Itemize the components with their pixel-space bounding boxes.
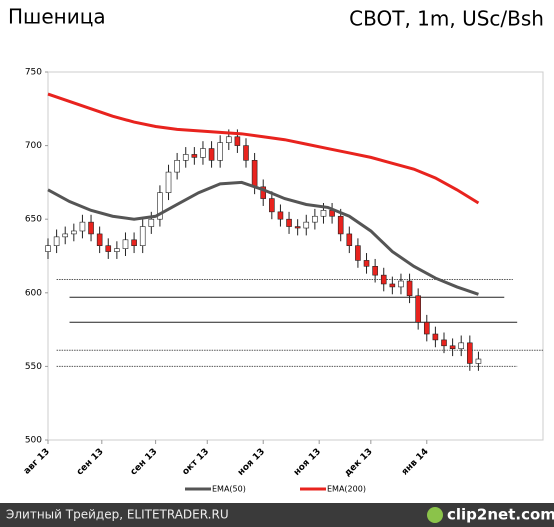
- candle-body: [79, 221, 86, 232]
- footer-logo: clip2net.com: [447, 506, 554, 524]
- y-tick-label: 650: [25, 215, 42, 225]
- candle-body: [88, 221, 94, 235]
- candle-body: [139, 226, 146, 246]
- candle-body: [225, 136, 232, 143]
- candle-body: [475, 358, 482, 364]
- candle-body: [234, 136, 241, 146]
- candle-body: [182, 154, 189, 161]
- candle-body: [243, 145, 249, 161]
- candle-body: [320, 210, 327, 217]
- plot-area: [47, 71, 544, 441]
- ema-line: [47, 92, 480, 205]
- candle-body: [53, 236, 60, 246]
- x-tick-label: сен 13: [75, 447, 106, 478]
- candle-body: [45, 245, 51, 252]
- y-tick-label: 750: [25, 68, 42, 78]
- legend-label: EMA(50): [212, 485, 246, 494]
- footer-source: Элитный Трейдер, ELITETRADER.RU: [6, 508, 229, 522]
- candle-body: [62, 233, 69, 238]
- candle-body: [312, 215, 318, 223]
- candle-body: [346, 233, 353, 246]
- candle-body: [165, 171, 172, 194]
- logo-icon: [427, 507, 443, 523]
- y-tick-label: 500: [25, 436, 42, 446]
- candle-body: [441, 339, 447, 347]
- x-tick-label: дек 13: [343, 447, 375, 479]
- candle-body: [337, 215, 344, 235]
- y-tick-label: 550: [25, 362, 42, 372]
- candle-body: [449, 345, 456, 350]
- candle-body: [200, 148, 206, 158]
- ema-line: [47, 180, 479, 296]
- footer-bar: [0, 503, 554, 527]
- candle-body: [260, 186, 267, 199]
- candle-body: [355, 245, 361, 261]
- candle-body: [96, 233, 103, 246]
- candle-body: [372, 266, 378, 276]
- x-tick-label: янв 14: [400, 447, 431, 478]
- candle-body: [303, 221, 310, 229]
- candle-body: [191, 154, 198, 158]
- candle-body: [294, 226, 301, 229]
- candle-body: [269, 198, 275, 213]
- x-tick-label: окт 13: [181, 447, 212, 478]
- candle-body: [114, 248, 120, 252]
- candle-body: [398, 280, 404, 288]
- candle-body: [415, 295, 421, 323]
- candle-body: [174, 160, 180, 173]
- candle-body: [277, 211, 284, 220]
- candle-body: [217, 142, 223, 161]
- candle-body: [105, 245, 112, 252]
- y-tick-label: 600: [25, 288, 42, 298]
- candle-body: [432, 333, 439, 341]
- candle-body: [71, 230, 77, 235]
- x-tick-label: ноя 13: [236, 447, 267, 478]
- candle-body: [363, 260, 370, 267]
- candle-body: [458, 342, 465, 350]
- candle-body: [131, 239, 137, 246]
- y-tick-label: 700: [25, 141, 42, 151]
- x-tick-label: сен 13: [129, 447, 160, 478]
- candle-body: [122, 239, 129, 249]
- candle-body: [380, 274, 387, 285]
- candle-body: [208, 148, 215, 161]
- candle-body: [406, 280, 413, 297]
- candle-body: [286, 218, 292, 227]
- x-tick-label: ноя 13: [292, 447, 323, 478]
- candle-body: [389, 283, 396, 288]
- candle-body: [423, 321, 430, 335]
- candle-body: [467, 342, 473, 364]
- chart-title: Пшеница: [8, 5, 106, 29]
- candle-body: [148, 218, 155, 227]
- chart-subtitle: CBOT, 1m, USc/Bsh: [349, 7, 544, 31]
- legend-label: EMA(200): [327, 485, 366, 494]
- candle-body: [157, 192, 163, 220]
- candle-body: [251, 160, 258, 188]
- x-tick-label: авг 13: [22, 447, 52, 477]
